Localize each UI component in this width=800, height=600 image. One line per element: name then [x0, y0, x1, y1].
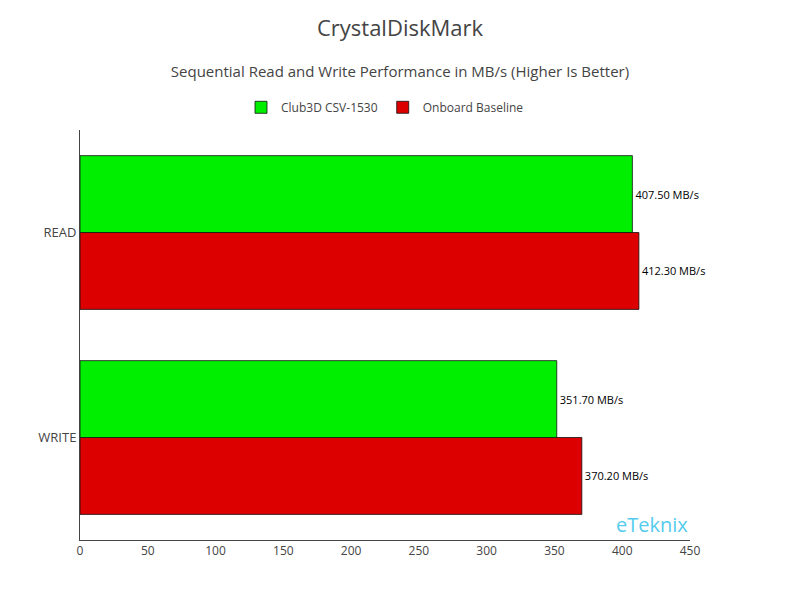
svg-text:370.20 MB/s: 370.20 MB/s — [585, 468, 648, 483]
svg-text:Club3D CSV-1530: Club3D CSV-1530 — [281, 99, 378, 116]
svg-text:0: 0 — [77, 542, 84, 559]
svg-text:CrystalDiskMark: CrystalDiskMark — [317, 12, 484, 42]
svg-text:50: 50 — [141, 542, 155, 559]
svg-text:100: 100 — [205, 542, 226, 559]
svg-text:450: 450 — [680, 542, 701, 559]
svg-text:150: 150 — [273, 542, 294, 559]
svg-text:407.50 MB/s: 407.50 MB/s — [635, 187, 698, 202]
svg-text:300: 300 — [476, 542, 497, 559]
svg-text:WRITE: WRITE — [38, 428, 76, 446]
svg-text:READ: READ — [43, 223, 76, 241]
svg-text:412.30 MB/s: 412.30 MB/s — [642, 263, 705, 278]
svg-text:Sequential Read and Write Perf: Sequential Read and Write Performance in… — [171, 61, 629, 81]
svg-text:200: 200 — [341, 542, 362, 559]
svg-text:351.70 MB/s: 351.70 MB/s — [560, 392, 623, 407]
svg-text:eTeknix: eTeknix — [616, 511, 688, 538]
svg-text:Onboard Baseline: Onboard Baseline — [423, 99, 524, 116]
svg-text:250: 250 — [409, 542, 430, 559]
svg-text:400: 400 — [612, 542, 633, 559]
svg-text:350: 350 — [544, 542, 565, 559]
